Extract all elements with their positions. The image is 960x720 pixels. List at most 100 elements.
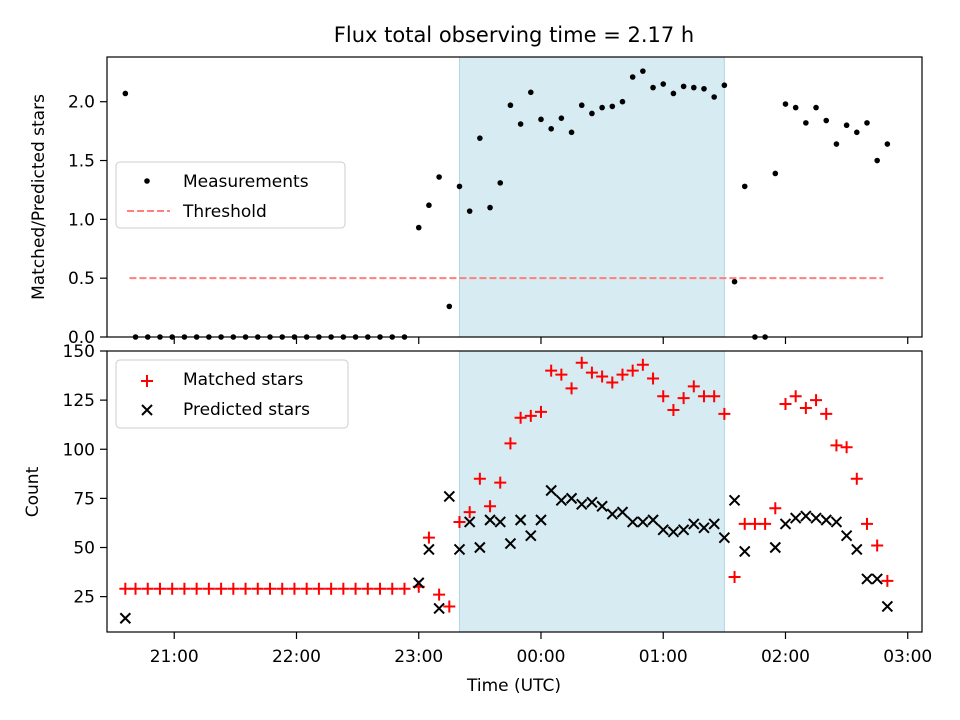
bottom-y-tick-label-0: 25 xyxy=(73,588,95,608)
legend-matched-marker xyxy=(141,375,153,387)
measurement-point-51 xyxy=(691,84,697,91)
predicted-point-22 xyxy=(626,516,639,528)
matched-point-65 xyxy=(830,439,843,452)
matched-point-49 xyxy=(667,403,680,416)
predicted-point-32 xyxy=(728,494,741,507)
top-y-tick-label-4: 2.0 xyxy=(68,93,95,113)
matched-point-5 xyxy=(178,582,191,595)
predicted-point-44 xyxy=(871,573,883,585)
matched-point-48 xyxy=(657,390,670,403)
measurement-point-35 xyxy=(528,89,534,96)
matched-point-33 xyxy=(504,437,517,450)
measurement-point-29 xyxy=(466,208,473,214)
legend-predicted-label: Predicted stars xyxy=(183,400,310,420)
bottom-y-tick-label-2: 75 xyxy=(73,489,95,509)
matched-point-10 xyxy=(239,582,252,595)
measurement-point-44 xyxy=(619,98,626,105)
measurement-point-41 xyxy=(589,110,595,117)
matched-point-61 xyxy=(789,390,802,403)
predicted-point-20 xyxy=(606,508,619,520)
measurement-point-49 xyxy=(670,90,677,97)
matched-point-47 xyxy=(647,372,660,385)
predicted-point-8 xyxy=(484,514,496,526)
matched-point-14 xyxy=(288,582,301,595)
bottom-y-tick-label-5: 150 xyxy=(63,342,95,362)
predicted-point-2 xyxy=(423,543,435,556)
matched-point-3 xyxy=(153,582,166,595)
matched-point-15 xyxy=(300,582,313,595)
matched-point-26 xyxy=(433,588,446,601)
top-y-ticks: 0.0 0.5 1.0 1.5 2.0 xyxy=(68,93,107,348)
predicted-point-29 xyxy=(698,522,710,534)
matched-point-34 xyxy=(514,411,527,424)
matched-point-8 xyxy=(215,582,228,595)
matched-point-0 xyxy=(119,582,132,595)
x-tick-label-4: 01:00 xyxy=(639,647,688,667)
predicted-point-6 xyxy=(463,516,476,528)
matched-point-20 xyxy=(361,582,374,595)
measurement-point-30 xyxy=(477,135,483,141)
measurement-point-42 xyxy=(599,104,605,111)
matched-point-55 xyxy=(728,570,741,583)
bottom-y-tick-label-1: 50 xyxy=(73,539,95,559)
measurement-point-60 xyxy=(782,101,789,107)
matched-point-18 xyxy=(337,582,350,595)
predicted-point-25 xyxy=(657,524,669,536)
matched-point-28 xyxy=(453,515,466,528)
predicted-point-37 xyxy=(800,510,812,522)
x-tick-label-2: 23:00 xyxy=(394,647,443,667)
matched-point-59 xyxy=(769,502,782,515)
x-tick-label-6: 03:00 xyxy=(883,647,932,667)
bottom-y-tick-label-4: 125 xyxy=(63,391,95,411)
predicted-point-42 xyxy=(851,543,863,556)
matched-point-58 xyxy=(759,517,772,530)
predicted-point-10 xyxy=(504,537,517,550)
legend-measurements-label: Measurements xyxy=(183,172,309,192)
matched-point-53 xyxy=(708,390,721,403)
matched-point-23 xyxy=(398,582,411,595)
predicted-point-14 xyxy=(545,484,557,497)
predicted-point-16 xyxy=(565,492,578,505)
bottom-x-ticks: 21:00 22:00 23:00 00:00 01:00 02:00 03:00 xyxy=(150,632,932,667)
predicted-point-39 xyxy=(820,514,832,526)
predicted-point-31 xyxy=(718,531,731,544)
matched-point-31 xyxy=(484,500,497,513)
predicted-point-11 xyxy=(514,514,527,526)
matched-point-17 xyxy=(325,582,338,595)
legend-measurements-marker xyxy=(144,178,150,184)
matched-point-54 xyxy=(718,407,731,420)
measurement-point-39 xyxy=(568,129,575,136)
predicted-point-43 xyxy=(861,573,873,585)
bottom-legend-frame xyxy=(115,359,349,429)
predicted-point-40 xyxy=(830,516,843,528)
measurement-point-64 xyxy=(823,117,830,124)
predicted-point-0 xyxy=(119,612,132,624)
bottom-legend: Matched stars Predicted stars xyxy=(115,359,349,429)
predicted-point-21 xyxy=(616,506,629,518)
matched-point-56 xyxy=(738,517,751,530)
x-tick-label-0: 21:00 xyxy=(150,647,199,667)
measurement-point-27 xyxy=(446,303,453,310)
top-legend-frame xyxy=(115,161,346,229)
predicted-point-17 xyxy=(576,498,588,510)
measurement-point-52 xyxy=(701,85,707,92)
top-x-ticks xyxy=(173,337,909,344)
matched-point-16 xyxy=(312,582,325,595)
top-y-tick-label-2: 1.0 xyxy=(68,210,95,230)
measurement-point-62 xyxy=(803,120,809,126)
measurement-point-48 xyxy=(660,81,667,87)
measurement-point-50 xyxy=(680,83,687,90)
measurement-point-28 xyxy=(456,183,463,190)
top-y-axis-label: Matched/Predicted stars xyxy=(29,94,49,300)
measurement-point-63 xyxy=(813,104,819,111)
measurement-point-56 xyxy=(741,183,748,190)
x-axis-label: Time (UTC) xyxy=(466,676,561,696)
matched-point-38 xyxy=(555,368,568,381)
x-tick-label-3: 00:00 xyxy=(516,647,565,667)
matched-point-25 xyxy=(422,531,435,544)
predicted-point-33 xyxy=(739,545,751,558)
predicted-point-34 xyxy=(769,541,782,554)
measurement-point-67 xyxy=(854,129,860,136)
measurement-point-40 xyxy=(578,102,585,109)
